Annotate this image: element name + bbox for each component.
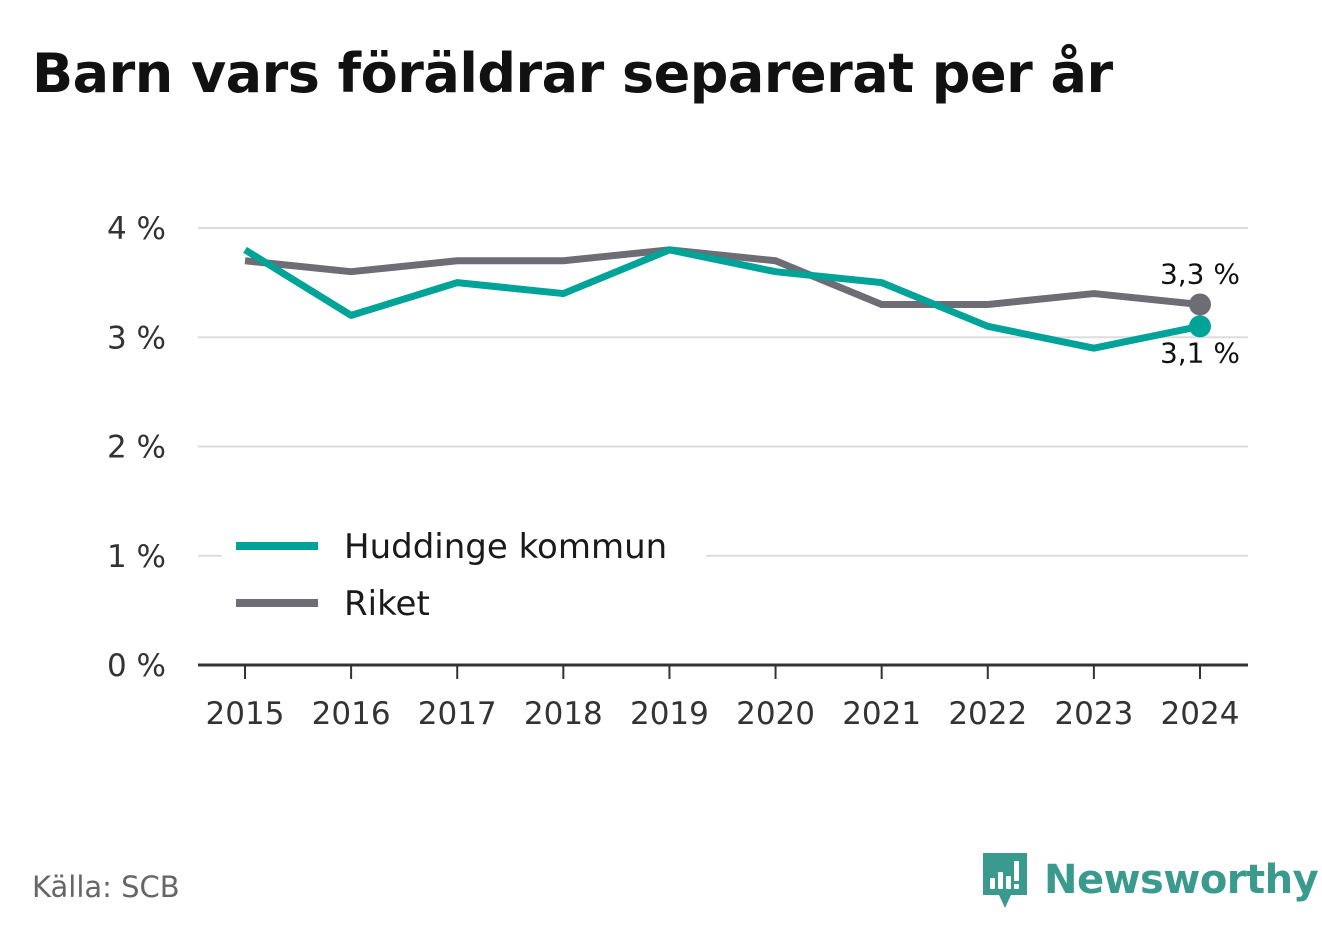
x-tick-label: 2024 — [1161, 696, 1240, 732]
x-tick-label: 2021 — [842, 696, 921, 732]
brand-logo: Newsworthy — [980, 848, 1319, 912]
brand-name: Newsworthy — [1044, 857, 1319, 903]
x-tick-label: 2018 — [524, 696, 603, 732]
series-end-markers: 3,1 % 3,3 % — [1160, 257, 1240, 369]
source-note: Källa: SCB — [32, 870, 180, 904]
x-tick-label: 2023 — [1054, 696, 1133, 732]
chart-title: Barn vars föräldrar separerat per år — [32, 42, 1113, 105]
series-lines — [243, 246, 1201, 352]
series-line-riket — [244, 246, 1201, 308]
gridlines — [198, 227, 1248, 557]
x-tick-label: 2017 — [418, 696, 497, 732]
x-tick-label: 2020 — [736, 696, 815, 732]
y-tick-label: 4 % — [107, 211, 166, 247]
series-line-huddinge — [243, 246, 1201, 352]
x-tick-label: 2016 — [312, 696, 391, 732]
newsworthy-logo-icon — [983, 853, 1027, 908]
y-tick-label: 1 % — [107, 539, 166, 575]
x-tick-label: 2022 — [948, 696, 1027, 732]
end-marker-huddinge — [1189, 315, 1211, 338]
x-tick-label: 2015 — [206, 696, 285, 732]
legend-label-huddinge: Huddinge kommun — [344, 527, 667, 567]
x-tick-label: 2019 — [630, 696, 709, 732]
legend: Huddinge kommun Riket — [222, 520, 706, 630]
x-axis-ticks: 2015 2016 2017 2018 2019 2020 2021 2022 2023 2024 — [198, 663, 1248, 732]
legend-label-riket: Riket — [344, 584, 430, 624]
end-label-riket: 3,3 % — [1160, 257, 1240, 290]
legend-background — [222, 520, 706, 630]
end-marker-riket — [1189, 293, 1211, 316]
y-axis-ticks: 0 % 1 % 2 % 3 % 4 % — [107, 211, 166, 684]
end-label-huddinge: 3,1 % — [1160, 336, 1240, 369]
y-tick-label: 2 % — [107, 430, 166, 466]
y-tick-label: 3 % — [107, 320, 166, 356]
y-tick-label: 0 % — [107, 648, 166, 684]
